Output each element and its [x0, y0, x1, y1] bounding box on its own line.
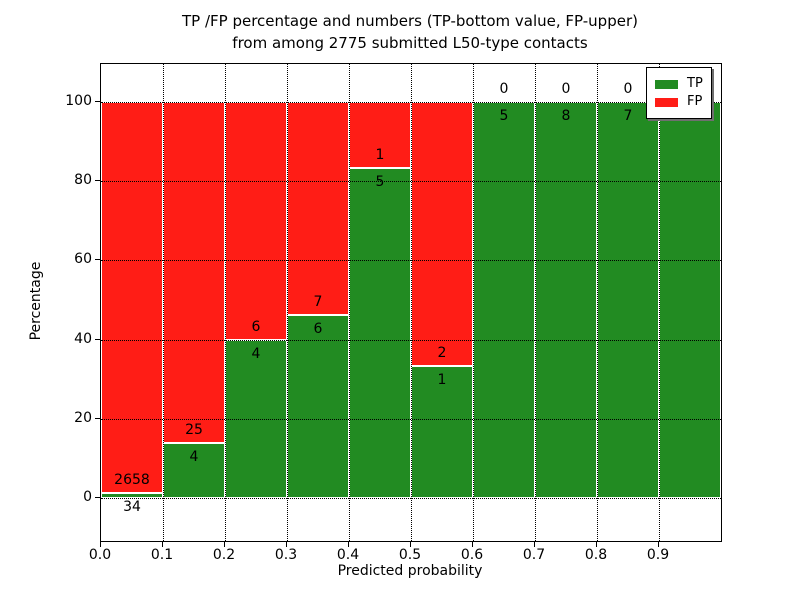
x-tick-label: 0.3 — [274, 547, 298, 563]
v-gridline — [349, 64, 350, 541]
tp-count-label: 1 — [437, 372, 447, 388]
tp-count-label: 5 — [375, 174, 385, 190]
x-tick-mark — [472, 542, 473, 547]
tp-count-label: 4 — [251, 345, 261, 362]
tp-bar-segment — [287, 315, 349, 498]
fp-count-label: 1 — [375, 147, 385, 163]
y-tick-mark — [95, 338, 100, 340]
v-gridline — [473, 64, 474, 541]
tp-bar-segment — [163, 443, 225, 498]
legend-label-tp: TP — [687, 76, 703, 91]
legend-label-fp: FP — [687, 94, 703, 109]
tp-bar-segment — [535, 102, 597, 498]
fp-count-label: 0 — [499, 81, 509, 97]
fp-bar-segment — [101, 102, 163, 493]
tp-count-label: 5 — [499, 108, 509, 124]
v-gridline — [287, 64, 288, 541]
tp-count-label: 4 — [189, 449, 199, 466]
x-tick-mark — [100, 542, 101, 547]
v-gridline — [225, 64, 226, 541]
fp-count-label: 6 — [251, 318, 261, 335]
fp-swatch-icon — [655, 97, 678, 107]
y-tick-mark — [95, 180, 100, 182]
x-tick-mark — [410, 542, 411, 547]
x-tick-label: 0.1 — [150, 547, 174, 563]
x-tick-label: 0.6 — [460, 547, 484, 563]
fp-count-label: 7 — [313, 294, 323, 311]
tp-count-label: 6 — [313, 321, 323, 338]
y-tick-label: 20 — [74, 409, 92, 426]
tp-bar-segment — [349, 168, 411, 498]
fp-bar-segment — [163, 102, 225, 444]
fp-bar-segment — [287, 102, 349, 316]
v-gridline — [659, 64, 660, 541]
x-tick-mark — [162, 542, 163, 547]
y-tick-mark — [95, 259, 100, 261]
y-tick-mark — [95, 497, 100, 498]
y-tick-mark — [95, 101, 100, 102]
tp-bar-segment — [473, 102, 535, 498]
fp-count-label: 0 — [561, 81, 571, 97]
x-tick-label: 0.9 — [646, 547, 670, 563]
v-gridline — [411, 64, 412, 541]
chart-title: TP /FP percentage and numbers (TP-bottom… — [182, 12, 638, 52]
y-tick-label: 40 — [74, 330, 92, 347]
v-gridline — [535, 64, 536, 541]
x-tick-label: 0.0 — [88, 547, 112, 563]
tp-count-label: 7 — [623, 108, 633, 124]
tp-bar-segment — [659, 102, 721, 498]
x-tick-mark — [534, 542, 535, 547]
x-tick-label: 0.5 — [398, 547, 422, 563]
x-tick-mark — [348, 542, 349, 547]
x-tick-mark — [658, 542, 659, 547]
x-tick-label: 0.8 — [584, 547, 608, 563]
x-tick-mark — [596, 542, 597, 547]
tp-swatch-icon — [655, 79, 678, 89]
x-tick-mark — [224, 542, 225, 547]
fp-count-label: 0 — [623, 81, 633, 97]
x-tick-label: 0.2 — [212, 547, 236, 563]
y-tick-label: 60 — [74, 251, 92, 268]
v-gridline — [163, 64, 164, 541]
fp-bar-segment — [349, 102, 411, 168]
fp-count-label: 25 — [185, 422, 203, 439]
fp-count-label: 2658 — [114, 472, 150, 488]
x-tick-label: 0.7 — [522, 547, 546, 563]
x-tick-label: 0.4 — [336, 547, 360, 563]
tp-bar-segment — [411, 366, 473, 498]
tp-count-label: 8 — [561, 108, 571, 124]
legend-entry-fp: FP — [655, 94, 703, 110]
y-tick-mark — [95, 417, 100, 419]
y-tick-label: 0 — [83, 489, 92, 505]
y-tick-label: 100 — [65, 93, 92, 109]
tp-bar-segment — [597, 102, 659, 498]
x-tick-mark — [286, 542, 287, 547]
fp-count-label: 2 — [437, 345, 447, 361]
y-tick-label: 80 — [74, 172, 92, 189]
fp-bar-segment — [411, 102, 473, 366]
v-gridline — [597, 64, 598, 541]
fp-bar-segment — [225, 102, 287, 340]
legend-entry-tp: TP — [655, 76, 703, 92]
tp-count-label: 34 — [123, 499, 141, 515]
x-axis-label: Predicted probability — [337, 563, 483, 579]
tp-bar-segment — [101, 493, 163, 498]
legend: TP FP — [646, 67, 712, 119]
y-axis-label: Percentage — [28, 261, 44, 341]
